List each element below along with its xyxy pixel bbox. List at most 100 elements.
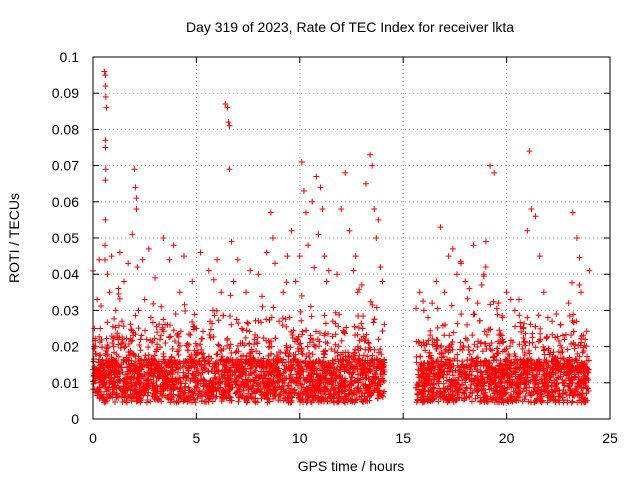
data-point (533, 373, 540, 380)
data-point (154, 365, 161, 372)
data-point (140, 370, 147, 377)
data-point (373, 235, 380, 241)
data-point (421, 383, 428, 390)
data-point (201, 364, 208, 371)
data-point (282, 350, 289, 357)
data-point (105, 385, 112, 392)
data-point (186, 341, 193, 348)
data-point (160, 328, 167, 335)
data-point (311, 359, 318, 366)
data-point (112, 391, 119, 398)
data-point (351, 363, 358, 370)
data-point (132, 184, 139, 191)
data-point (129, 231, 136, 238)
data-point (512, 323, 519, 330)
data-point (528, 206, 535, 213)
data-point (193, 325, 200, 332)
data-point (448, 302, 455, 309)
data-point (114, 361, 121, 368)
data-point (175, 330, 182, 337)
data-point (314, 396, 321, 403)
data-point (256, 350, 263, 357)
data-point (576, 254, 583, 261)
data-point (319, 206, 326, 213)
data-point (348, 373, 355, 380)
data-point (426, 349, 433, 356)
data-point (375, 389, 382, 396)
data-point (450, 377, 457, 384)
data-point (174, 358, 181, 365)
data-point (260, 335, 267, 342)
data-point (535, 356, 542, 363)
data-point (351, 349, 358, 356)
data-point (557, 321, 564, 328)
data-point (493, 396, 500, 403)
data-point (470, 347, 477, 354)
data-point (522, 330, 529, 337)
data-point (261, 379, 268, 386)
data-point (154, 387, 161, 394)
data-point (193, 372, 200, 379)
data-point (175, 347, 182, 354)
data-point (243, 289, 250, 296)
data-point (152, 274, 159, 281)
data-point (117, 345, 124, 352)
data-point (495, 300, 502, 307)
data-point (496, 327, 503, 334)
data-point (554, 359, 561, 366)
data-point (422, 347, 429, 354)
data-point (258, 368, 265, 375)
data-point (492, 368, 499, 375)
data-point (458, 260, 465, 267)
data-point (313, 386, 320, 393)
data-point (422, 382, 429, 389)
data-point (464, 337, 471, 344)
data-point (322, 347, 329, 354)
data-point (155, 374, 162, 381)
data-point (169, 359, 176, 366)
data-point (482, 264, 489, 271)
axis-ticks: 0 0.01 0.02 0.03 0.04 0.05 0.06 0.07 0.08 0.09 0.1… (52, 49, 618, 446)
data-point (508, 393, 515, 400)
data-point (342, 393, 349, 400)
data-point (280, 369, 287, 376)
data-point (133, 398, 140, 405)
data-point (110, 334, 117, 341)
data-point (458, 311, 465, 318)
data-point (444, 385, 451, 392)
data-point (322, 320, 329, 327)
data-point (151, 370, 158, 377)
data-point (469, 390, 476, 397)
data-point (116, 249, 123, 256)
data-point (570, 311, 577, 318)
data-point (526, 339, 533, 346)
data-point (473, 359, 480, 366)
data-point (298, 292, 305, 299)
data-point (449, 346, 456, 353)
data-point (270, 395, 277, 402)
data-point (344, 367, 351, 374)
data-point (114, 332, 121, 339)
data-point (364, 394, 371, 401)
data-point (245, 320, 252, 327)
data-point (97, 352, 104, 359)
y-tick-label: 0.05 (52, 230, 79, 246)
data-point (356, 286, 363, 293)
data-point (458, 370, 465, 377)
data-point (355, 357, 362, 364)
data-point (454, 362, 461, 369)
data-point (158, 392, 165, 399)
data-point (476, 317, 483, 324)
data-point (442, 348, 449, 355)
data-point (112, 358, 119, 365)
x-tick-label: 0 (89, 430, 97, 446)
data-point (355, 379, 362, 386)
data-point (321, 312, 328, 319)
data-point (417, 394, 424, 401)
data-point (345, 391, 352, 398)
data-point (228, 238, 235, 245)
data-point (264, 399, 271, 406)
data-point (194, 395, 201, 402)
data-point (573, 235, 580, 241)
data-point (534, 396, 541, 403)
